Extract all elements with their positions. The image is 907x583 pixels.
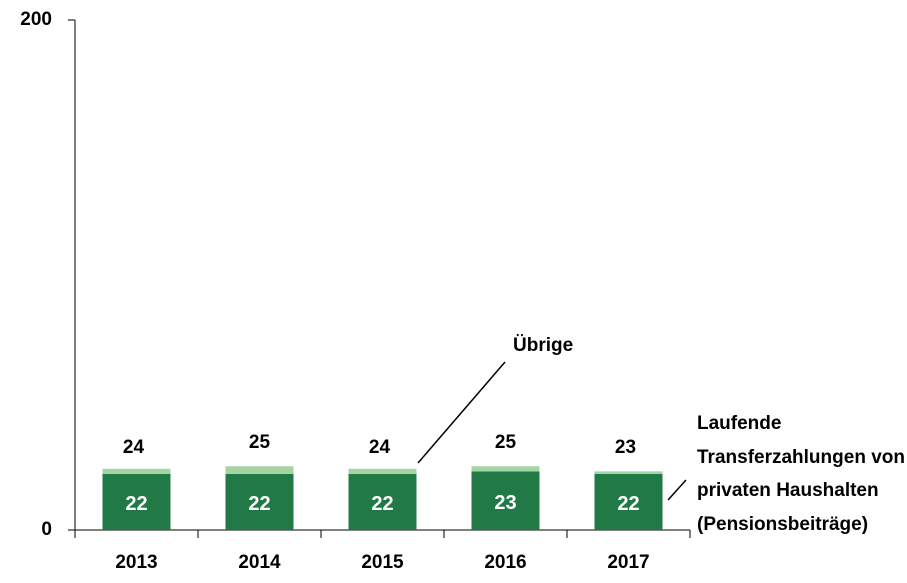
total-label: 25 (249, 432, 271, 453)
x-tick-label: 2017 (607, 552, 649, 573)
y-tick-label: 0 (41, 519, 52, 540)
x-tick-label: 2016 (484, 552, 526, 573)
x-tick-label: 2013 (115, 552, 157, 573)
total-label: 25 (495, 432, 517, 453)
segment-label: 22 (125, 493, 147, 515)
total-label: 23 (615, 437, 636, 458)
total-label: 24 (123, 437, 145, 458)
bar-segment (102, 468, 171, 474)
bar-segment (594, 473, 663, 530)
bar-segment (348, 473, 417, 530)
bar-segment (594, 471, 663, 474)
segment-label: 22 (617, 493, 639, 515)
segment-label: 22 (248, 493, 270, 515)
y-tick-label: 200 (20, 9, 52, 30)
bar-segment (348, 468, 417, 474)
total-label: 24 (369, 437, 391, 458)
bar-segment (471, 466, 540, 472)
leader-line (417, 361, 506, 464)
bar-segment (225, 466, 294, 474)
bar-segment (225, 473, 294, 530)
bar-segment (102, 473, 171, 530)
bar-segment (471, 471, 540, 530)
series-label: Laufende Transferzahlungen von privaten … (697, 413, 905, 535)
segment-label: 22 (371, 493, 393, 515)
series-label: Übrige (513, 335, 574, 356)
segment-label: 23 (494, 492, 516, 514)
x-tick-label: 2014 (238, 552, 281, 573)
leader-line (667, 479, 687, 501)
x-tick-label: 2015 (361, 552, 404, 573)
